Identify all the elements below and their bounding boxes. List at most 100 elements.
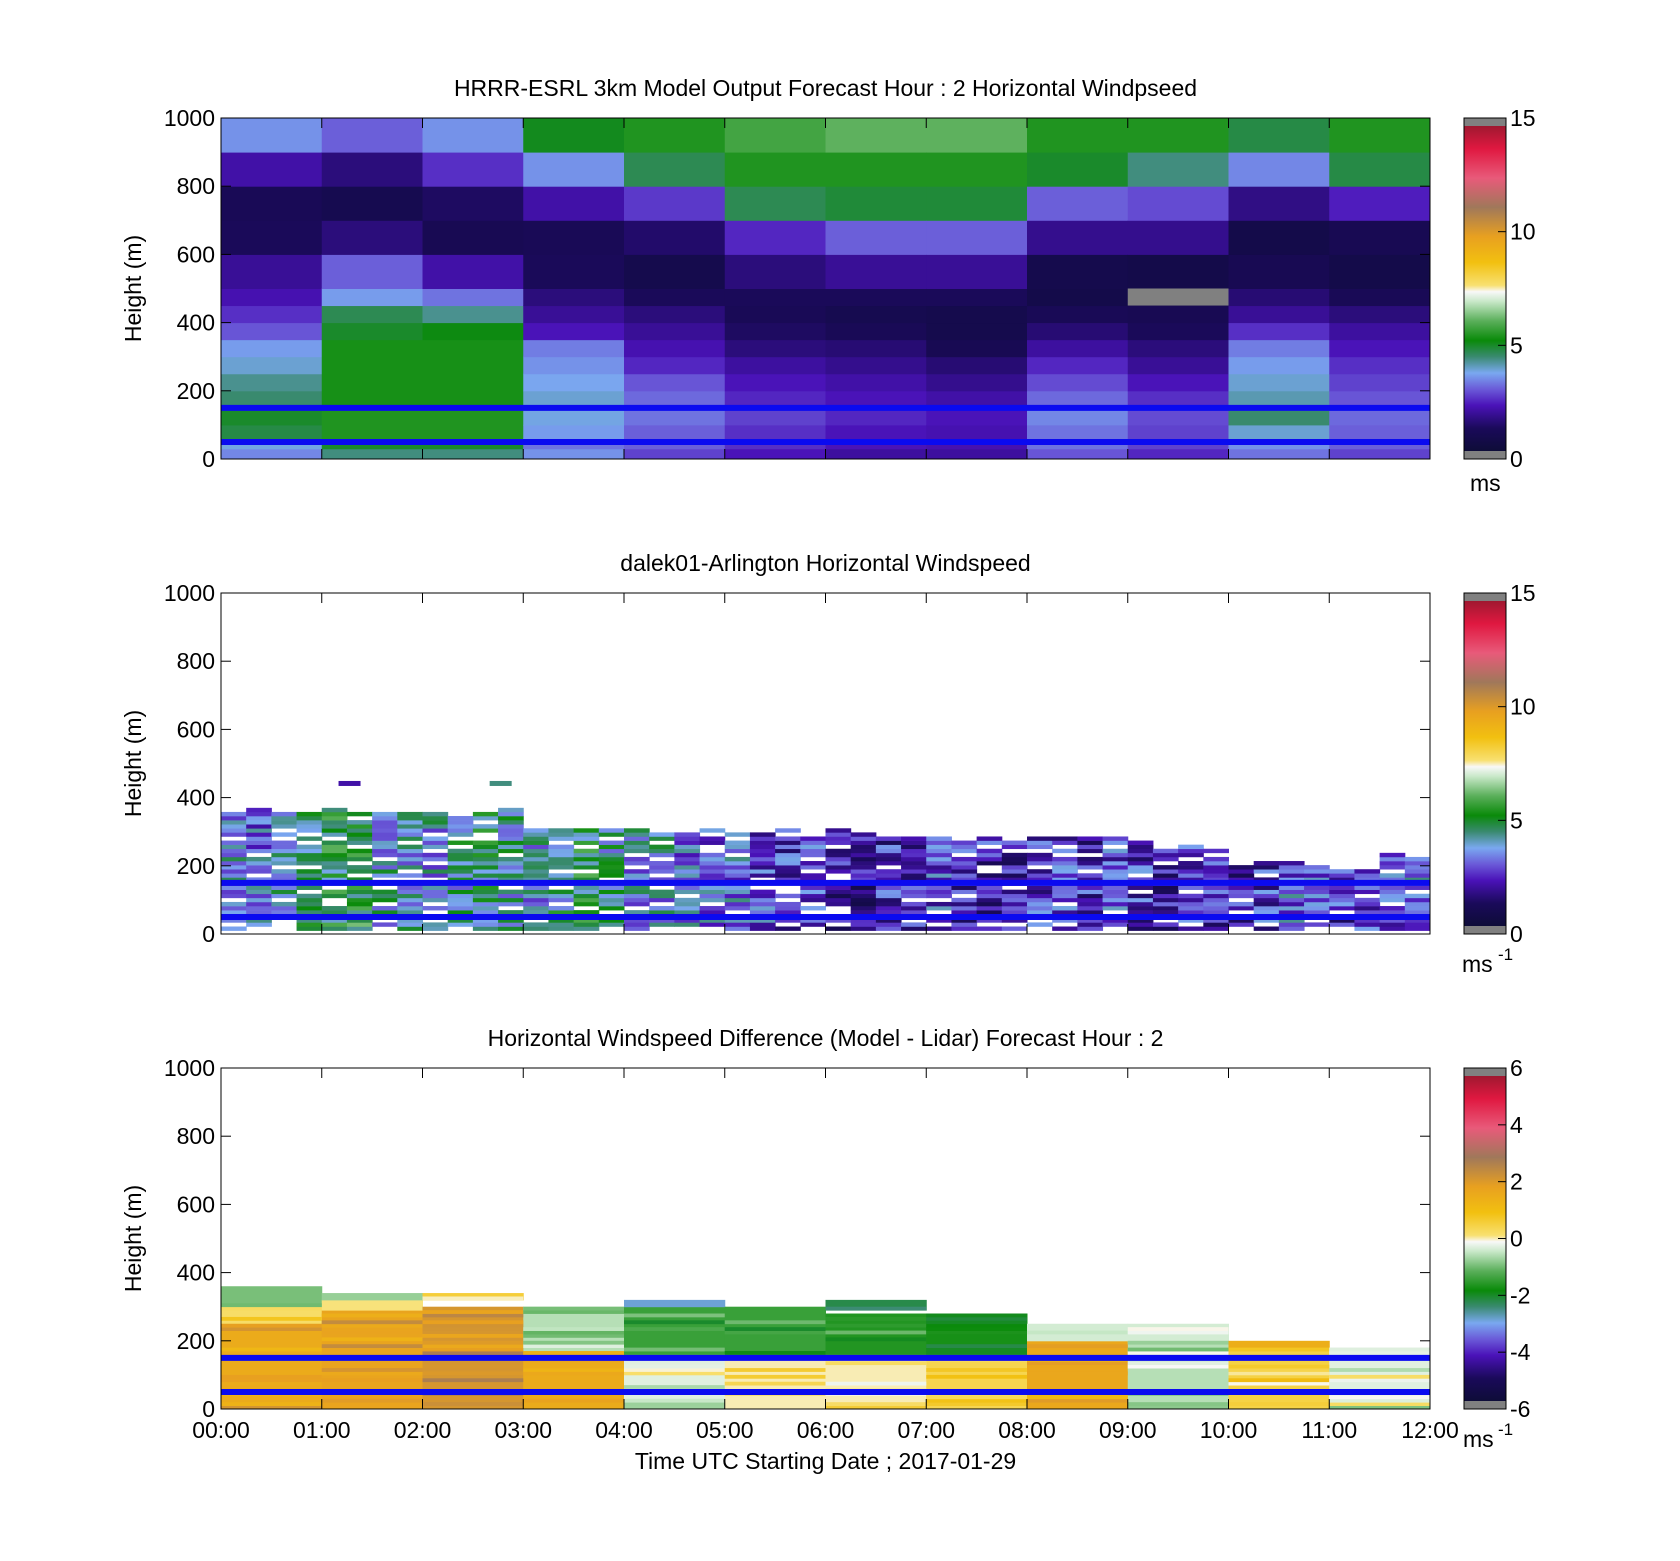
heatmap-cell (548, 926, 575, 931)
heatmap-cell (1102, 848, 1129, 854)
heatmap-cell (221, 901, 247, 907)
heatmap-cell (447, 901, 474, 907)
heatmap-cell (901, 844, 927, 850)
heatmap-cell (951, 844, 978, 850)
heatmap-cell (1379, 865, 1406, 870)
y-tick-label: 1000 (164, 580, 215, 606)
heatmap-cell (1127, 390, 1229, 409)
heatmap-cell (674, 885, 701, 890)
heatmap-cell (1278, 865, 1305, 870)
heatmap-cell (1379, 873, 1406, 878)
heatmap-cell (1127, 424, 1229, 450)
heatmap-cell (523, 848, 549, 854)
heatmap-cell (775, 901, 801, 907)
heatmap-cell (1027, 877, 1053, 882)
heatmap-cell (523, 1327, 624, 1331)
heatmap-cell (296, 816, 323, 821)
heatmap-cell (397, 820, 423, 825)
x-tick-label: 11:00 (1301, 1417, 1357, 1443)
heatmap-cell (472, 828, 499, 833)
heatmap-cell (1077, 897, 1104, 903)
heatmap-cell (321, 877, 348, 882)
heatmap-cell (825, 339, 927, 358)
heatmap-cell (624, 1347, 725, 1352)
colorbar-unit: ms (1463, 1426, 1494, 1452)
heatmap-cell (271, 852, 298, 858)
heatmap-cell (548, 877, 575, 882)
heatmap-cell (1077, 885, 1104, 890)
heatmap-cell (1077, 906, 1104, 911)
heatmap-cell (624, 1313, 725, 1318)
heatmap-cell (321, 1293, 423, 1301)
heatmap-cell (699, 869, 726, 874)
heatmap-cell (976, 893, 1003, 899)
heatmap-cell (1304, 873, 1330, 878)
heatmap-cell (372, 869, 398, 874)
heatmap-cell (951, 865, 978, 870)
colorbar-unit-exponent: -1 (1498, 945, 1513, 964)
heatmap-cell (724, 407, 826, 426)
heatmap-cell (548, 906, 575, 911)
heatmap-cell (1203, 926, 1229, 931)
heatmap-cell (321, 824, 348, 829)
heatmap-cell (1228, 152, 1330, 187)
heatmap-cell (523, 254, 625, 289)
heatmap-cell (573, 861, 600, 866)
heatmap-cell (548, 897, 575, 903)
heatmap-cell (523, 305, 625, 324)
x-axis-label: Time UTC Starting Date ; 2017-01-29 (635, 1448, 1016, 1474)
heatmap-cell (523, 220, 625, 255)
y-tick-label: 400 (177, 310, 215, 336)
heatmap-cell (1027, 1361, 1128, 1366)
heatmap-cell (624, 836, 650, 841)
heatmap-cell (296, 918, 323, 923)
heatmap-cell (447, 869, 474, 874)
heatmap-cell (422, 1313, 524, 1318)
heatmap-cell (850, 873, 877, 878)
heatmap-cell (346, 836, 373, 841)
heatmap-cell (850, 897, 877, 903)
heatmap-cell (1178, 844, 1204, 850)
heatmap-cell (1152, 926, 1179, 931)
heatmap-cell (271, 811, 298, 817)
y-tick-label: 200 (177, 378, 215, 404)
heatmap-cell (1228, 869, 1255, 874)
heatmap-cell (1102, 873, 1129, 878)
heatmap-cell (1127, 356, 1229, 375)
heatmap-cell (1127, 856, 1154, 862)
heatmap-cell (699, 873, 726, 878)
heatmap-cell (624, 220, 726, 255)
colorbar-tick-label: -2 (1510, 1282, 1530, 1308)
heatmap-cell (825, 322, 927, 341)
heatmap-cell (1228, 889, 1255, 895)
heatmap-cell (1253, 889, 1280, 895)
heatmap-cell (523, 906, 549, 911)
heatmap-cell (875, 873, 902, 878)
heatmap-cell (498, 877, 524, 882)
heatmap-cell (397, 844, 423, 850)
heatmap-cell (901, 836, 927, 841)
heatmap-cell (1052, 856, 1078, 862)
heatmap-cell (422, 1364, 524, 1369)
heatmap-cell (951, 922, 978, 927)
heatmap-cell (296, 885, 323, 890)
heatmap-cell (850, 901, 877, 907)
heatmap-cell (800, 873, 826, 878)
heatmap-cell (699, 865, 726, 870)
heatmap-cell (422, 811, 449, 817)
heatmap-cell (296, 906, 323, 911)
heatmap-cell (246, 910, 272, 915)
heatmap-cell (775, 869, 801, 874)
heatmap-cell (624, 407, 726, 426)
panel-2: 0 200 400 600 800 1000 dalek01-Arlington Horiz… (120, 550, 1536, 977)
y-tick-label: 400 (177, 785, 215, 811)
heatmap-cell (498, 873, 524, 878)
heatmap-cell (724, 1374, 826, 1379)
heatmap-cell (825, 869, 852, 874)
heatmap-cell (447, 922, 474, 927)
heatmap-cell (976, 856, 1003, 862)
heatmap-cell (246, 865, 272, 870)
y-tick-label: 800 (177, 173, 215, 199)
heatmap-cell (1228, 356, 1330, 375)
heatmap-cell (624, 873, 650, 878)
